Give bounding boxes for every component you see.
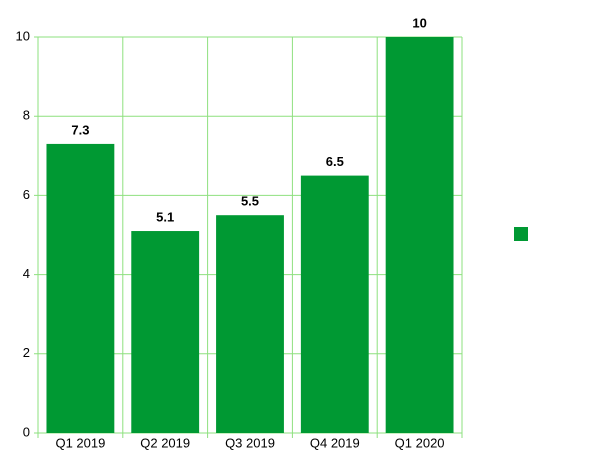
bar: [46, 143, 115, 434]
bar: [216, 215, 284, 433]
value-label: 5.1: [156, 209, 174, 224]
x-tick-label: Q3 2019: [225, 435, 275, 450]
value-label: 6.5: [326, 154, 344, 169]
y-tick-label: 0: [23, 424, 30, 439]
y-tick-label: 4: [23, 266, 30, 281]
y-tick-label: 8: [23, 108, 30, 123]
x-tick-label: Q1 2020: [395, 435, 445, 450]
x-tick-label: Q4 2019: [310, 435, 360, 450]
y-tick-label: 10: [16, 28, 30, 43]
value-label: 7.3: [71, 122, 89, 137]
x-tick-label: Q1 2019: [55, 435, 105, 450]
bar: [131, 231, 200, 433]
x-tick-label: Q2 2019: [140, 435, 190, 450]
bar: [385, 37, 454, 433]
value-label: 10: [412, 15, 426, 30]
y-tick-label: 2: [23, 345, 30, 360]
bar: [300, 175, 369, 433]
legend-swatch: [514, 227, 528, 241]
value-label: 5.5: [241, 194, 259, 209]
y-tick-label: 6: [23, 187, 30, 202]
